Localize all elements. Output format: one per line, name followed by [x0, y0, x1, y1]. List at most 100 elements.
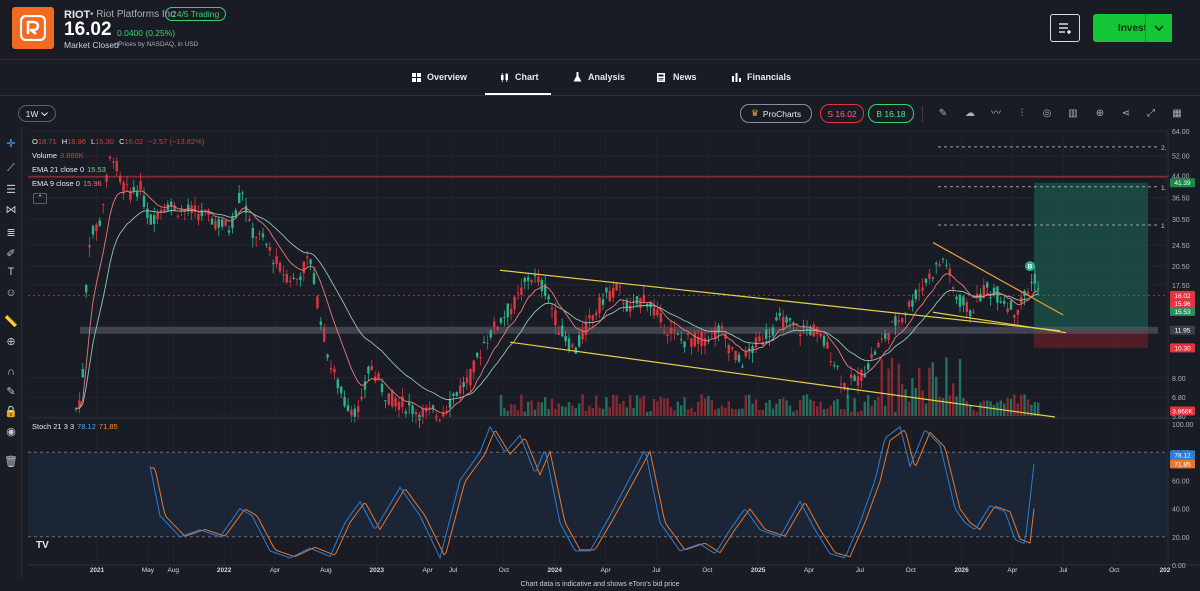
candle-body — [295, 278, 299, 280]
calendar-icon[interactable]: ▦ — [1172, 108, 1182, 119]
candle-body — [91, 226, 95, 235]
candle-body — [880, 338, 883, 340]
volume-bar — [761, 410, 764, 416]
horizontal-lines-icon[interactable]: ☰ — [6, 184, 16, 196]
candle-body — [588, 315, 591, 319]
pitchfork-icon[interactable]: ⋈ — [5, 204, 17, 216]
settings-icon[interactable]: ◎ — [1042, 108, 1052, 119]
candle-body — [901, 318, 904, 323]
candle-body — [720, 326, 724, 329]
candle-body — [911, 300, 914, 307]
ema9-label: EMA 9 close 0 — [32, 179, 80, 188]
tab-financials[interactable]: Financials — [732, 72, 791, 82]
price-badge-label: 3.868K — [1172, 409, 1193, 416]
candle-body — [384, 400, 387, 402]
trendline-icon[interactable]: ⟋ — [7, 162, 15, 174]
candle-body — [289, 280, 292, 282]
candle-body — [642, 294, 645, 303]
magnet-icon[interactable]: ∩ — [7, 366, 15, 378]
candle-body — [612, 287, 615, 298]
lock-icon[interactable]: 🔒 — [4, 406, 18, 418]
price-badge — [1170, 306, 1195, 316]
collapse-legend-button[interactable]: ⌃ — [33, 193, 47, 204]
candle-body — [333, 368, 336, 373]
share-icon[interactable]: ⋖ — [1121, 108, 1131, 119]
crosshair-icon[interactable]: ✛ — [6, 138, 16, 150]
candle-body — [370, 365, 373, 371]
wedge-lower-line — [932, 311, 1067, 334]
volume-label: Volume — [32, 151, 58, 160]
volume-bar — [833, 400, 836, 416]
volume-bar — [591, 407, 594, 416]
candles-type-icon[interactable]: ⫶ — [1020, 108, 1024, 119]
candle-body — [244, 205, 248, 213]
candle-body — [302, 261, 305, 274]
candle-body — [1006, 308, 1009, 313]
riot-logo — [12, 7, 54, 49]
price-source-note: • Prices by NASDAQ, in USD — [114, 41, 199, 48]
candle-body — [785, 317, 788, 323]
candle-body — [533, 275, 537, 277]
candle-body — [527, 277, 530, 282]
add-compare-icon[interactable]: ⊕ — [1095, 108, 1105, 119]
volume-bar — [904, 389, 907, 416]
stoch-tick-label: 100.00 — [1172, 422, 1194, 429]
tab-chart[interactable]: Chart — [500, 72, 539, 82]
eye-icon[interactable]: ◉ — [6, 426, 16, 438]
volume-bar — [584, 410, 588, 416]
volume-bar — [965, 401, 968, 416]
volume-bar — [860, 410, 863, 416]
indicators-icon[interactable]: ▥ — [1068, 108, 1078, 119]
tab-analysis[interactable]: Analysis — [573, 72, 625, 82]
candle-body — [744, 351, 747, 357]
candle-body — [125, 183, 129, 185]
fib-icon[interactable]: ≣ — [6, 227, 16, 239]
buy-button[interactable]: B 16.18 — [868, 104, 914, 123]
price-badge-label: 15.53 — [1174, 309, 1191, 316]
candle-body — [833, 365, 836, 367]
candle-body — [1003, 300, 1006, 304]
watchlist-button[interactable] — [1050, 14, 1080, 42]
candle-body — [486, 342, 489, 344]
volume-bar — [574, 408, 577, 416]
candle-body — [771, 327, 775, 336]
candle-body — [248, 218, 251, 222]
price-tick-label: 36.50 — [1172, 196, 1190, 203]
lock-drawing-icon[interactable]: ✎ — [6, 386, 16, 398]
zoom-icon[interactable]: ⊕ — [6, 336, 16, 348]
tab-news[interactable]: News — [657, 72, 697, 82]
volume-bar — [992, 405, 996, 416]
candle-body — [782, 316, 785, 331]
pencil-icon[interactable]: ✎ — [938, 108, 948, 119]
procharts-label: ProCharts — [762, 108, 802, 119]
volume-bar — [516, 410, 520, 416]
emoji-icon[interactable]: ☺ — [5, 287, 17, 299]
tab-label: Financials — [747, 72, 792, 82]
invest-dropdown-button[interactable] — [1145, 14, 1172, 42]
candle-body — [465, 377, 469, 383]
candle-body — [350, 410, 353, 416]
text-icon[interactable]: T — [7, 266, 15, 278]
procharts-button[interactable]: ♛ ProCharts — [740, 104, 812, 123]
line-chart-icon[interactable]: 〰 — [991, 108, 1001, 119]
volume-bar — [914, 387, 917, 416]
expand-icon[interactable]: ⤢ — [1147, 108, 1155, 119]
volume-bar — [931, 362, 934, 416]
ruler-icon[interactable]: 📏 — [4, 316, 18, 328]
candle-body — [659, 313, 662, 323]
instrument-nav: Overview Chart Analysis News Financials — [0, 61, 1200, 96]
volume-bar — [676, 401, 679, 416]
tab-overview[interactable]: Overview — [412, 72, 467, 82]
candle-body — [741, 366, 744, 368]
cloud-icon[interactable]: ☁ — [965, 108, 975, 119]
volume-bar — [795, 409, 798, 416]
brush-icon[interactable]: ✐ — [6, 248, 16, 260]
timeframe-selector[interactable]: 1W — [18, 105, 56, 122]
trash-icon[interactable]: 🗑 — [4, 456, 18, 468]
time-tick-label: 2021 — [90, 567, 105, 574]
sell-button[interactable]: S 16.02 — [820, 104, 864, 123]
tab-label: Chart — [515, 72, 539, 82]
time-tick-label: Oct — [702, 567, 712, 574]
volume-bar — [948, 395, 951, 416]
